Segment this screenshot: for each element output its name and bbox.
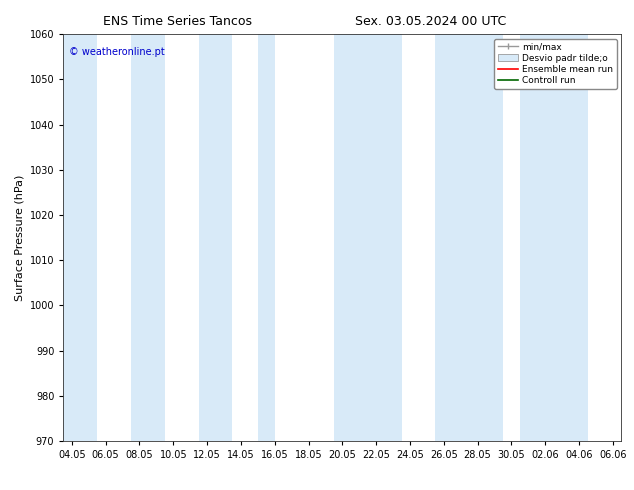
Text: ENS Time Series Tancos: ENS Time Series Tancos xyxy=(103,15,252,28)
Text: Sex. 03.05.2024 00 UTC: Sex. 03.05.2024 00 UTC xyxy=(356,15,507,28)
Bar xyxy=(131,34,165,441)
Legend: min/max, Desvio padr tilde;o, Ensemble mean run, Controll run: min/max, Desvio padr tilde;o, Ensemble m… xyxy=(495,39,617,89)
Bar xyxy=(469,34,503,441)
Bar xyxy=(258,34,275,441)
Bar xyxy=(198,34,233,441)
Y-axis label: Surface Pressure (hPa): Surface Pressure (hPa) xyxy=(14,174,24,301)
Bar xyxy=(368,34,401,441)
Bar xyxy=(520,34,588,441)
Text: © weatheronline.pt: © weatheronline.pt xyxy=(69,47,165,56)
Bar xyxy=(334,34,368,441)
Bar xyxy=(63,34,97,441)
Bar xyxy=(436,34,469,441)
